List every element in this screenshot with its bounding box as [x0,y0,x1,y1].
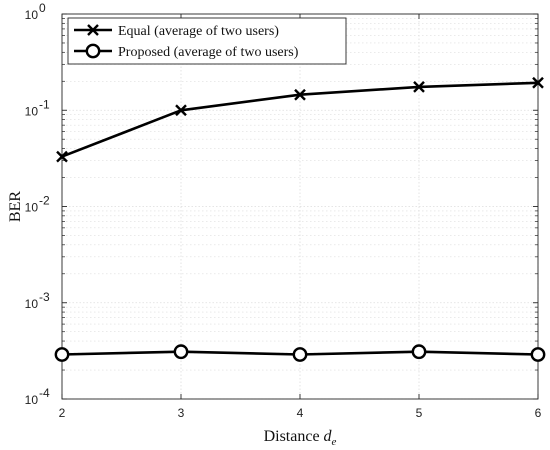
series-layer [54,76,546,362]
y-tick-label: 10 [25,8,39,22]
y-axis-label: BER [7,191,24,222]
series-1-point [532,76,544,89]
x-axis-label-sub: e [332,436,337,448]
series-1-point-stroke-b [413,81,425,93]
y-tick-label-exponent: -3 [39,290,50,304]
legend-marker-1-stroke-b [87,24,99,36]
series-2-point [173,344,189,360]
legend-marker-2 [85,43,101,59]
y-tick-label-exponent: -4 [39,386,50,400]
y-tick-label: 10 [25,297,39,311]
y-tick-label-exponent: -2 [39,194,50,208]
series-2-point [530,347,546,362]
series-1-point [175,104,187,117]
legend-box [67,17,347,65]
legend-marker-1 [87,24,99,36]
x-tick-label: 5 [416,406,423,420]
series-2-point [54,347,70,362]
series-1-point-stroke-b [175,104,187,117]
y-tick-label: 10 [25,104,39,118]
grid-layer [61,13,539,400]
x-tick-label: 4 [297,406,304,420]
legend-label-2: Proposed (average of two users) [118,45,299,60]
y-tick-label-exponent: -1 [39,97,50,111]
x-axis-label-text: Distance [264,428,324,445]
series-1-point [56,150,68,163]
series-1-point-stroke-b [294,88,306,101]
series-2-point [411,344,427,360]
series-1-point [294,88,306,101]
x-axis-label: Distance de [264,428,337,448]
x-axis-label-var: d [324,428,333,445]
series-1-point-stroke-b [532,76,544,89]
legend-label-1: Equal (average of two users) [118,24,279,39]
y-tick-label: 10 [25,393,39,407]
x-tick-label: 3 [178,406,185,420]
legend: Equal (average of two users) Proposed (av… [67,17,347,65]
x-tick-label: 2 [59,406,66,420]
series-1-point-stroke-b [56,150,68,163]
series-2-point [292,347,308,362]
y-tick-label: 10 [25,201,39,215]
y-tick-label-exponent: 0 [39,1,46,15]
x-tick-label: 6 [535,406,542,420]
series-1-point [413,81,425,93]
